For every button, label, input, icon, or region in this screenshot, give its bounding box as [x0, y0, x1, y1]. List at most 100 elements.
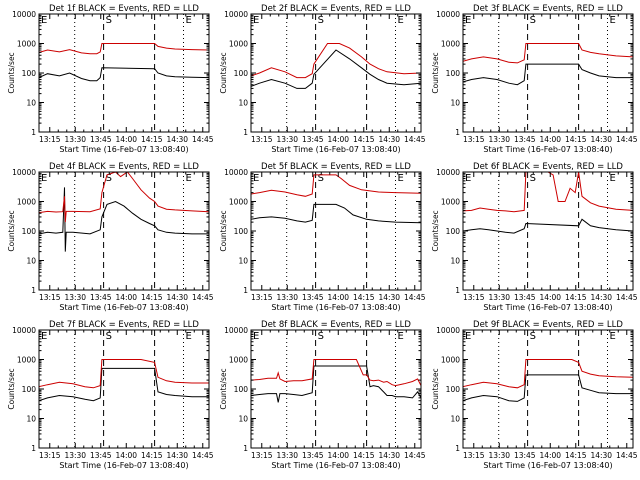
- marker-label: S: [318, 173, 324, 184]
- x-tick-label: 14:45: [404, 293, 426, 302]
- chart-title: Det 3f BLACK = Events, RED = LLD: [473, 4, 623, 14]
- y-axis-label: Counts/sec: [431, 210, 440, 251]
- x-tick-label: 13:30: [488, 451, 510, 460]
- series-line-events: [463, 374, 633, 402]
- y-tick-label: 1: [31, 128, 36, 137]
- marker-label: S: [530, 173, 536, 184]
- chart-title: Det 4f BLACK = Events, RED = LLD: [49, 162, 199, 172]
- y-tick-label: 10000: [436, 326, 460, 335]
- marker-label: E: [610, 331, 616, 342]
- series-line-events: [251, 49, 421, 89]
- marker-label: E: [398, 15, 404, 26]
- y-tick-label: 10: [238, 257, 248, 266]
- y-tick-label: 10000: [224, 168, 248, 177]
- series-line-lld: [39, 43, 209, 55]
- marker-label: E: [186, 173, 192, 184]
- x-tick-label: 13:30: [488, 293, 510, 302]
- x-tick-label: 13:45: [90, 135, 112, 144]
- y-tick-label: 100: [234, 227, 249, 236]
- x-tick-label: 13:45: [302, 293, 324, 302]
- x-tick-label: 13:45: [302, 451, 324, 460]
- x-tick-label: 14:30: [590, 135, 612, 144]
- y-tick-label: 10000: [12, 326, 36, 335]
- x-axis-label: Start Time (16-Feb-07 13:08:40): [483, 145, 612, 154]
- x-tick-label: 14:15: [141, 451, 163, 460]
- marker-label: E: [253, 173, 259, 184]
- x-tick-label: 13:30: [64, 293, 86, 302]
- x-tick-label: 14:00: [539, 135, 561, 144]
- chart-panel-8f: E S E 1 10 100 1000 10000 13:15 13:30 13:45 14:00 14…: [219, 320, 426, 470]
- chart-title: Det 6f BLACK = Events, RED = LLD: [473, 162, 623, 172]
- y-tick-label: 10: [450, 415, 460, 424]
- y-tick-label: 10000: [436, 168, 460, 177]
- marker-label: E: [41, 173, 47, 184]
- y-tick-label: 100: [22, 69, 37, 78]
- y-tick-label: 10000: [12, 168, 36, 177]
- series-line-events: [251, 203, 421, 224]
- y-tick-label: 100: [446, 69, 461, 78]
- y-tick-label: 10: [238, 415, 248, 424]
- x-tick-label: 14:15: [353, 135, 375, 144]
- x-tick-label: 13:30: [64, 451, 86, 460]
- marker-label: E: [398, 331, 404, 342]
- x-tick-label: 14:30: [378, 135, 400, 144]
- marker-label: E: [465, 331, 471, 342]
- marker-label: E: [610, 173, 616, 184]
- x-tick-label: 14:00: [115, 135, 137, 144]
- x-axis-label: Start Time (16-Feb-07 13:08:40): [483, 461, 612, 470]
- chart-panel-2f: E S E 1 10 100 1000 10000 13:15 13:30 13:45 14:00 14…: [219, 4, 426, 154]
- x-axis-label: Start Time (16-Feb-07 13:08:40): [271, 303, 400, 312]
- y-axis-label: Counts/sec: [219, 52, 228, 93]
- x-tick-label: 14:45: [404, 451, 426, 460]
- series-line-lld: [251, 174, 421, 197]
- x-tick-label: 13:45: [90, 293, 112, 302]
- y-axis-label: Counts/sec: [219, 368, 228, 409]
- x-tick-label: 14:30: [590, 451, 612, 460]
- y-axis-label: Counts/sec: [7, 368, 16, 409]
- y-axis-label: Counts/sec: [219, 210, 228, 251]
- x-tick-label: 13:45: [514, 135, 536, 144]
- series-line-lld: [251, 359, 421, 387]
- y-tick-label: 100: [234, 69, 249, 78]
- y-tick-label: 1: [243, 128, 248, 137]
- chart-panel-4f: E S E 1 10 100 1000 10000 13:15 13:30 13:45 14:00 14…: [7, 162, 214, 312]
- y-tick-label: 10000: [224, 326, 248, 335]
- chart-title: Det 8f BLACK = Events, RED = LLD: [261, 320, 411, 330]
- marker-label: S: [106, 173, 112, 184]
- y-tick-label: 1: [455, 286, 460, 295]
- x-tick-label: 14:15: [353, 451, 375, 460]
- x-tick-label: 14:15: [353, 293, 375, 302]
- marker-label: E: [41, 15, 47, 26]
- x-tick-label: 14:30: [378, 293, 400, 302]
- series-line-lld: [463, 172, 633, 213]
- x-tick-label: 14:45: [404, 135, 426, 144]
- y-tick-label: 10: [26, 99, 36, 108]
- series-line-events: [463, 63, 633, 86]
- y-tick-label: 10: [26, 257, 36, 266]
- chart-title: Det 7f BLACK = Events, RED = LLD: [49, 320, 199, 330]
- y-axis-label: Counts/sec: [7, 210, 16, 251]
- chart-panel-1f: E S E 1 10 100 1000 10000 13:15 13:30 13:45 14:00 14…: [7, 4, 214, 154]
- y-tick-label: 10000: [224, 10, 248, 19]
- marker-label: E: [253, 331, 259, 342]
- series-line-lld: [251, 43, 421, 79]
- y-tick-label: 100: [22, 385, 37, 394]
- marker-label: E: [465, 173, 471, 184]
- y-axis-label: Counts/sec: [431, 52, 440, 93]
- y-tick-label: 1000: [229, 356, 248, 365]
- x-tick-label: 14:00: [327, 135, 349, 144]
- x-tick-label: 13:15: [39, 135, 61, 144]
- marker-label: E: [186, 331, 192, 342]
- x-tick-label: 13:15: [463, 135, 485, 144]
- x-tick-label: 13:45: [90, 451, 112, 460]
- chart-panel-7f: E S E 1 10 100 1000 10000 13:15 13:30 13:45 14:00 14…: [7, 320, 214, 470]
- marker-label: S: [318, 15, 324, 26]
- y-tick-label: 10: [450, 257, 460, 266]
- y-tick-label: 100: [234, 385, 249, 394]
- y-tick-label: 1000: [441, 198, 460, 207]
- y-tick-label: 1: [455, 444, 460, 453]
- y-tick-label: 10: [238, 99, 248, 108]
- y-tick-label: 1000: [229, 40, 248, 49]
- series-line-lld: [39, 172, 209, 223]
- x-tick-label: 14:15: [141, 293, 163, 302]
